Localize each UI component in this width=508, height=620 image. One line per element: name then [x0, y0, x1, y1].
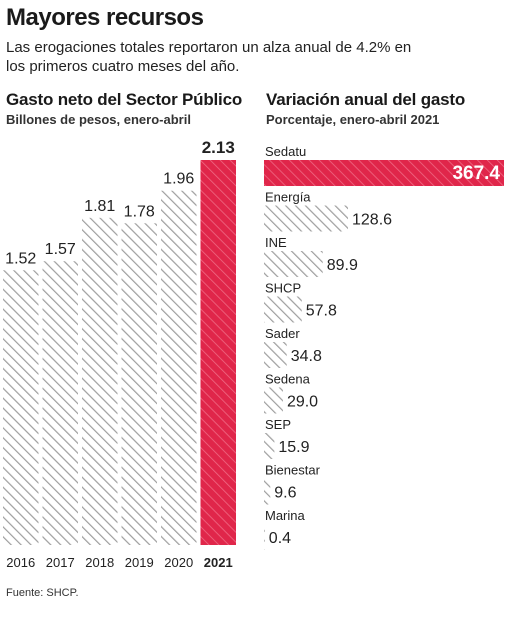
hbar-value-label: 9.6 — [274, 485, 296, 502]
page-title: Mayores recursos — [6, 4, 204, 31]
page-subtitle: Las erogaciones totales reportaron un al… — [6, 39, 412, 75]
x-tick-label: 2019 — [125, 555, 154, 570]
hbar-value-label: 367.4 — [452, 163, 500, 184]
hbar-Energía — [264, 205, 349, 232]
category-label: Energía — [265, 190, 311, 205]
category-label: SHCP — [265, 281, 301, 296]
hbar-value-label: 0.4 — [269, 530, 291, 547]
category-label: Sedatu — [265, 144, 306, 159]
category-label: SEP — [265, 417, 291, 432]
left-chart-title: Gasto neto del Sector Público — [6, 90, 243, 109]
bar-value-label: 1.78 — [124, 203, 155, 220]
x-tick-label: 2021 — [204, 555, 233, 570]
hbar-Sedena — [264, 387, 283, 414]
bar-2020 — [161, 190, 197, 545]
x-tick-label: 2017 — [46, 555, 75, 570]
category-label: Sader — [265, 326, 300, 341]
bar-2016 — [3, 270, 39, 545]
right-chart-title: Variación anual del gasto — [266, 90, 466, 109]
category-label: INE — [265, 235, 287, 250]
bar-value-label: 2.13 — [202, 138, 235, 157]
bar-2018 — [82, 217, 118, 545]
category-label: Marina — [265, 508, 306, 523]
x-tick-label: 2018 — [85, 555, 114, 570]
left-chart-subtitle: Billones de pesos, enero-abril — [6, 112, 191, 127]
hbar-SHCP — [264, 296, 302, 323]
bar-2017 — [42, 261, 78, 545]
hbar-value-label: 57.8 — [306, 303, 337, 320]
category-label: Sedena — [265, 372, 311, 387]
vertical-bar-chart: 1.52 2016 1.57 2017 1.81 2018 1.78 2019 1.96 2020… — [3, 138, 236, 570]
hbar-value-label: 15.9 — [278, 439, 309, 456]
hbar-Sader — [264, 342, 287, 368]
hbar-value-label: 128.6 — [352, 212, 392, 229]
hbar-INE — [264, 251, 323, 277]
bar-value-label: 1.96 — [163, 171, 194, 188]
bar-2021 — [200, 160, 236, 545]
hbar-Sedatu — [264, 160, 504, 186]
bar-2019 — [121, 223, 157, 545]
right-chart-subtitle: Porcentaje, enero-abril 2021 — [266, 112, 440, 127]
horizontal-bar-chart: Sedatu 367.4 Energía 128.6 INE 89.9 SHCP 57.8 Sa… — [264, 144, 504, 550]
hbar-Marina — [264, 524, 265, 550]
bar-value-label: 1.57 — [45, 241, 76, 258]
x-tick-label: 2016 — [6, 555, 35, 570]
hbar-SEP — [264, 433, 275, 459]
hbar-value-label: 29.0 — [287, 394, 318, 411]
bar-value-label: 1.81 — [84, 198, 115, 215]
source-note: Fuente: SHCP. — [6, 587, 79, 599]
hbar-value-label: 34.8 — [291, 348, 322, 365]
hbar-value-label: 89.9 — [327, 257, 358, 274]
bar-value-label: 1.52 — [5, 250, 36, 267]
x-tick-label: 2020 — [164, 555, 193, 570]
category-label: Bienestar — [265, 463, 321, 478]
hbar-Bienestar — [264, 478, 271, 505]
